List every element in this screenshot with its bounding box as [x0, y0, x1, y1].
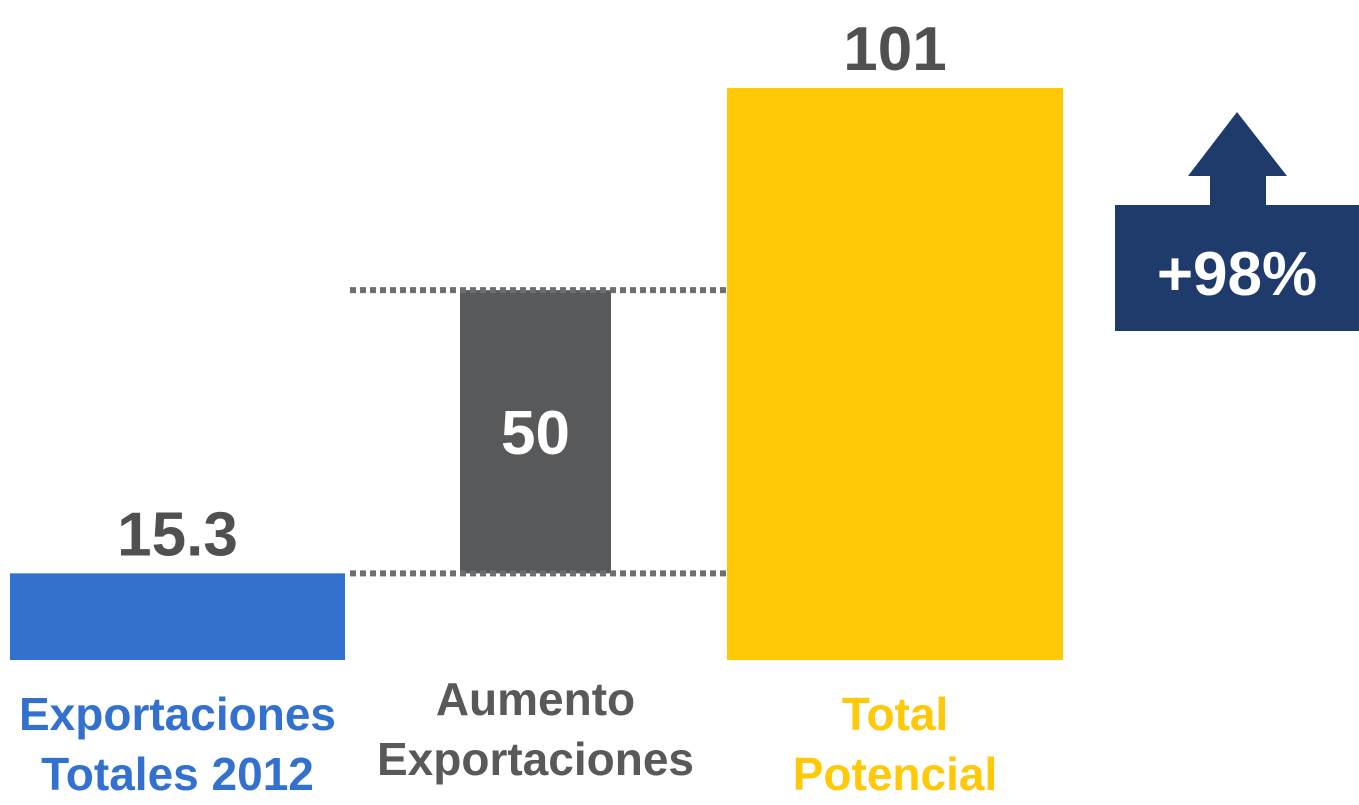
value-label: 15.3: [117, 500, 238, 569]
category-line: Totales 2012: [41, 748, 314, 800]
bar: [460, 290, 611, 574]
category-line: Exportaciones: [19, 688, 336, 740]
category-line: Exportaciones: [377, 733, 694, 785]
badge-box: [1115, 205, 1359, 331]
annotation: +98%: [1157, 240, 1317, 309]
growth-badge: +98%: [1115, 112, 1359, 331]
category-label: Exportaciones Totales 2012: [19, 688, 336, 800]
category-label: Aumento Exportaciones: [377, 673, 694, 785]
value-label: 101: [843, 15, 946, 84]
bar: [10, 573, 345, 660]
up-arrow: [1188, 112, 1287, 206]
category-line: Aumento: [436, 673, 635, 725]
bar: [727, 88, 1063, 660]
value-label: 50: [501, 399, 570, 468]
category-line: Total: [842, 688, 948, 740]
category-label: Total Potencial: [793, 688, 998, 800]
category-line: Potencial: [793, 748, 998, 800]
